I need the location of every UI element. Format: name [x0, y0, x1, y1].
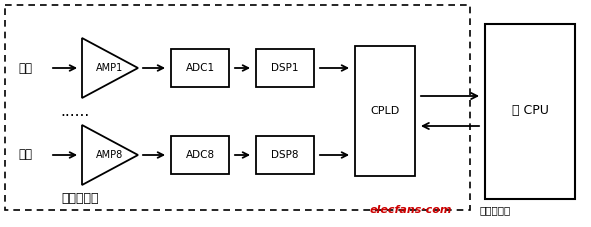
Polygon shape: [82, 125, 138, 185]
Bar: [355, 46, 415, 176]
Text: elecfans·com: elecfans·com: [370, 205, 453, 215]
Text: 主 CPU: 主 CPU: [512, 104, 548, 118]
Text: AMP1: AMP1: [96, 63, 124, 73]
Text: ADC8: ADC8: [186, 150, 215, 160]
Text: AMP8: AMP8: [96, 150, 124, 160]
Bar: [5, 5, 470, 210]
Text: ......: ......: [60, 104, 89, 118]
Text: 电子发烧友: 电子发烧友: [480, 205, 511, 215]
Text: DSP1: DSP1: [271, 63, 298, 73]
Polygon shape: [82, 38, 138, 98]
Bar: [171, 136, 229, 174]
Bar: [256, 136, 314, 174]
Text: CPLD: CPLD: [371, 106, 400, 116]
Text: ADC1: ADC1: [186, 63, 215, 73]
Bar: [171, 49, 229, 87]
Bar: [256, 49, 314, 87]
Text: 信号: 信号: [18, 62, 32, 74]
Bar: [485, 24, 575, 198]
Text: 共八个通道: 共八个通道: [61, 192, 99, 205]
Text: 信号: 信号: [18, 148, 32, 161]
Text: DSP8: DSP8: [271, 150, 298, 160]
